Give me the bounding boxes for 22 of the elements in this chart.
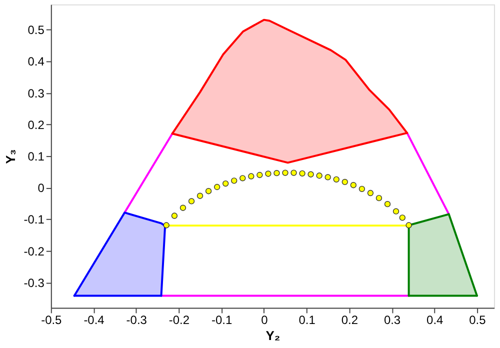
x-tick-label: -0.3 bbox=[126, 313, 148, 328]
x-tick-label: -0.5 bbox=[41, 313, 62, 328]
x-axis-title: Y₂ bbox=[266, 328, 280, 344]
x-tick-label: 0 bbox=[261, 313, 268, 328]
x-tick-label: -0.4 bbox=[84, 313, 105, 328]
y-tick-label: 0.5 bbox=[28, 23, 45, 38]
y-tick-label: -0.1 bbox=[24, 212, 45, 227]
y-tick-label: 0 bbox=[38, 181, 45, 196]
x-tick-label: 0.5 bbox=[469, 313, 486, 328]
y-tick-label: -0.2 bbox=[24, 244, 45, 258]
x-tick-label: 0.2 bbox=[341, 313, 358, 328]
y-tick-label: -0.3 bbox=[24, 276, 45, 290]
y-tick-label: 0.3 bbox=[28, 86, 45, 100]
y-tick-label: 0.2 bbox=[28, 118, 45, 132]
x-tick-label: -0.1 bbox=[212, 313, 232, 328]
x-tick-label: 0.3 bbox=[384, 313, 401, 328]
y-tick-label: 0.4 bbox=[28, 54, 45, 69]
y-axis-title: Y₃ bbox=[2, 149, 18, 164]
x-tick-label: -0.2 bbox=[168, 313, 190, 328]
y-tick-label: 0.1 bbox=[28, 150, 45, 164]
x-tick-label: 0.4 bbox=[426, 313, 444, 328]
x-tick-label: 0.1 bbox=[298, 313, 316, 328]
